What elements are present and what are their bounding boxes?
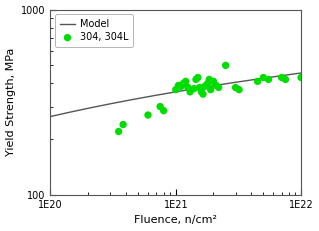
304, 304L	[208, 88, 213, 91]
304, 304L	[205, 82, 210, 85]
304, 304L	[266, 78, 271, 81]
304, 304L	[261, 76, 266, 79]
Model	[198, 87, 202, 89]
304, 304L	[185, 86, 190, 89]
304, 304L	[202, 85, 207, 88]
Legend: Model, 304, 304L: Model, 304, 304L	[55, 14, 133, 47]
304, 304L	[204, 84, 209, 87]
304, 304L	[299, 76, 304, 79]
304, 304L	[181, 82, 186, 85]
304, 304L	[200, 92, 205, 96]
304, 304L	[183, 79, 188, 83]
304, 304L	[195, 76, 200, 79]
304, 304L	[216, 86, 221, 89]
X-axis label: Fluence, n/cm²: Fluence, n/cm²	[134, 216, 217, 225]
304, 304L	[207, 78, 212, 81]
304, 304L	[178, 85, 183, 88]
Model	[260, 77, 263, 80]
Model	[276, 75, 279, 78]
304, 304L	[304, 79, 309, 83]
304, 304L	[197, 86, 202, 89]
304, 304L	[191, 87, 197, 90]
304, 304L	[233, 86, 238, 89]
304, 304L	[214, 84, 219, 87]
Model	[299, 72, 303, 74]
304, 304L	[188, 90, 193, 94]
304, 304L	[283, 78, 288, 81]
304, 304L	[279, 76, 284, 79]
Y-axis label: Yield Strength, MPa: Yield Strength, MPa	[5, 48, 16, 156]
304, 304L	[193, 78, 198, 81]
304, 304L	[158, 105, 163, 108]
304, 304L	[116, 130, 121, 133]
304, 304L	[173, 88, 178, 91]
304, 304L	[255, 79, 260, 83]
304, 304L	[223, 64, 228, 67]
Model	[202, 86, 206, 89]
Model	[197, 87, 201, 89]
304, 304L	[199, 90, 204, 94]
304, 304L	[145, 113, 151, 117]
304, 304L	[161, 109, 166, 112]
304, 304L	[121, 123, 126, 126]
304, 304L	[236, 88, 241, 91]
Model	[48, 115, 52, 118]
Model	[49, 115, 53, 118]
Line: Model: Model	[50, 73, 301, 116]
304, 304L	[211, 79, 216, 83]
304, 304L	[176, 84, 181, 87]
